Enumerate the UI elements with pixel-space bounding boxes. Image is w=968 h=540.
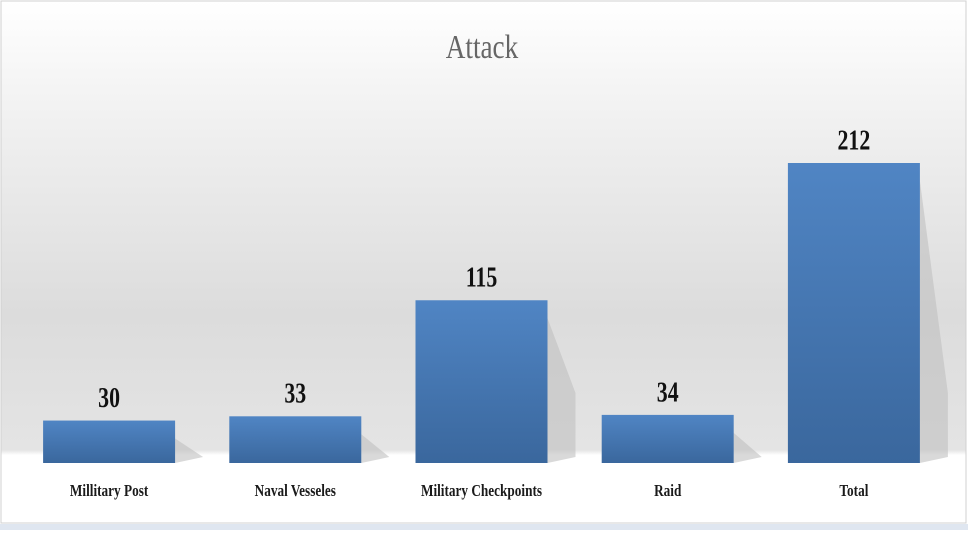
- data-label: 212: [838, 126, 871, 156]
- bar-shadow: [547, 318, 576, 463]
- bottom-strip: [0, 524, 968, 530]
- bar: [787, 163, 920, 463]
- x-tick-label: Military Checkpoints: [421, 481, 542, 500]
- data-label: 33: [284, 379, 306, 409]
- x-tick-label: Raid: [654, 481, 682, 500]
- bar: [229, 416, 362, 463]
- bar: [415, 300, 548, 463]
- bar: [601, 414, 734, 463]
- bar: [43, 420, 176, 463]
- bar-shadow: [361, 434, 390, 463]
- data-label: 30: [98, 384, 120, 414]
- x-tick-label: Naval Vesseles: [255, 481, 336, 500]
- data-label: 115: [466, 263, 498, 293]
- chart-title: Attack: [446, 28, 519, 66]
- bar-shadow: [175, 438, 204, 463]
- bar-shadow: [919, 181, 948, 463]
- x-tick-label: Total: [839, 481, 868, 500]
- data-label: 34: [657, 378, 679, 408]
- bar-shadow: [733, 432, 762, 463]
- x-tick-label: Millitary Post: [70, 481, 148, 500]
